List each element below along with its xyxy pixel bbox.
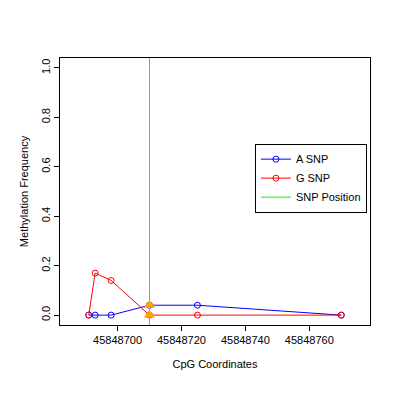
svg-text:SNP Position: SNP Position xyxy=(296,191,361,203)
svg-text:45848740: 45848740 xyxy=(221,334,270,346)
svg-text:A SNP: A SNP xyxy=(296,153,328,165)
svg-text:Methylation Frequency: Methylation Frequency xyxy=(18,135,30,247)
svg-text:CpG Coordinates: CpG Coordinates xyxy=(173,358,258,370)
svg-text:45848720: 45848720 xyxy=(157,334,206,346)
svg-text:G SNP: G SNP xyxy=(296,172,330,184)
svg-text:1.0: 1.0 xyxy=(40,59,52,74)
svg-text:0.8: 0.8 xyxy=(40,108,52,123)
svg-text:45848760: 45848760 xyxy=(285,334,334,346)
svg-text:45848700: 45848700 xyxy=(93,334,142,346)
svg-text:0.6: 0.6 xyxy=(40,157,52,172)
svg-text:0.2: 0.2 xyxy=(40,256,52,271)
svg-text:0.4: 0.4 xyxy=(40,207,52,222)
svg-text:0.0: 0.0 xyxy=(40,306,52,321)
